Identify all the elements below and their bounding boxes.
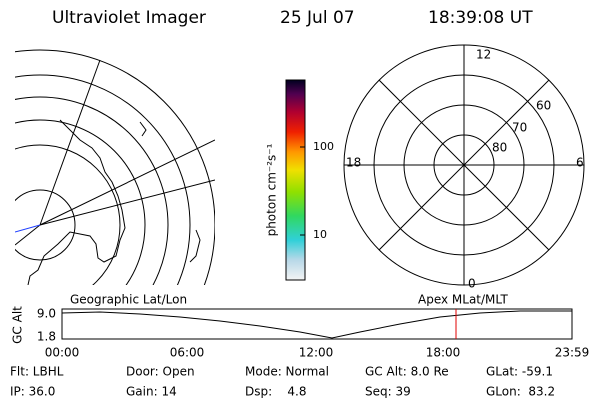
colorbar [285, 79, 306, 281]
x-tick: 06:00 [170, 346, 205, 360]
colorbar-tick: 10 [313, 228, 327, 241]
polar-label: 6 [576, 156, 584, 170]
polar-label: 12 [476, 48, 491, 62]
date: 25 Jul 07 [280, 8, 355, 28]
plot-title: Apex MLat/MLT [418, 293, 508, 307]
y-tick: 9.0 [37, 307, 56, 321]
polar-label: 18 [346, 156, 361, 170]
y-label: GC Alt [11, 306, 25, 344]
footer-field: GC Alt: 8.0 Re [365, 365, 449, 379]
footer-field: Flt: LBHL [10, 365, 64, 379]
polar-plot [343, 44, 585, 286]
alt-plot-frame [61, 308, 573, 340]
alt-curve [61, 310, 572, 339]
lat-label: 60 [536, 99, 551, 113]
x-tick: 18:00 [426, 346, 461, 360]
colorbar-tick: 100 [313, 140, 334, 153]
lat-label: 80 [492, 141, 507, 155]
plot-title: Geographic Lat/Lon [70, 293, 187, 307]
geo-map [15, 49, 215, 285]
footer-field: GLat: -59.1 [486, 365, 553, 379]
footer-field: Dsp: 4.8 [245, 385, 307, 399]
polar-label: 0 [468, 277, 476, 291]
colorbar-label: photon cm⁻²s⁻¹ [265, 143, 279, 236]
footer-field: Door: Open [126, 365, 195, 379]
x-tick: 12:00 [299, 346, 334, 360]
x-tick: 00:00 [45, 346, 80, 360]
footer-field: GLon: 83.2 [486, 385, 555, 399]
lat-label: 70 [512, 121, 527, 135]
title: Ultraviolet Imager [52, 8, 206, 28]
footer-field: Seq: 39 [365, 385, 411, 399]
time: 18:39:08 UT [428, 8, 533, 28]
footer-field: Gain: 14 [126, 385, 177, 399]
footer-field: Mode: Normal [245, 365, 329, 379]
x-tick: 23:59 [555, 346, 590, 360]
footer-field: IP: 36.0 [10, 385, 55, 399]
y-tick: 1.8 [37, 330, 56, 344]
